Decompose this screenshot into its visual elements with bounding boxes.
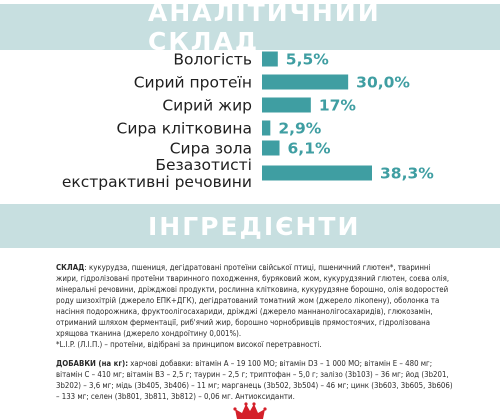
value-label-5: 38,3% [380,165,434,183]
category-label-5-line-0: Безазотисті [155,156,252,174]
composition-text: : кукурудза, пшениця, дегідратовані прот… [56,263,450,338]
analysis-bar-chart: 5,5% Вологість 30,0% Сирий протеїн 17% Сирий … [62,51,434,192]
bar-3 [262,120,271,136]
analysis-heading-banner: АНАЛІТИЧНИЙ СКЛАД [0,0,500,56]
ingredients-text-block: СКЛАД: кукурудза, пшениця, дегідратовані… [56,262,454,402]
value-label-2: 17% [319,97,357,115]
bar-2 [262,97,311,113]
category-label-2: Сирий жир [162,97,252,115]
analysis-heading: АНАЛІТИЧНИЙ СКЛАД [148,0,381,56]
category-label-3: Сира клітковина [117,120,252,138]
bar-1 [262,74,349,90]
ingredients-heading: ІНГРЕДІЄНТИ [148,211,361,241]
ingredients-heading-banner: ІНГРЕДІЄНТИ [0,204,500,248]
value-label-1: 30,0% [356,74,410,92]
category-label-1: Сирий протеїн [134,74,252,92]
additives-text: харчові добавки: вітамін А – 19 100 МО; … [56,359,453,401]
additives-label: ДОБАВКИ (на кг): [56,359,129,368]
crown-icon [235,404,265,419]
category-label-0: Вологість [173,51,252,69]
value-label-3: 2,9% [278,120,321,138]
composition-paragraph: СКЛАД: кукурудза, пшениця, дегідратовані… [56,262,454,339]
lip-footnote: *L.I.P. (Л.І.П.) – протеїни, відібрані з… [56,340,322,349]
composition-label: СКЛАД [56,263,85,272]
value-label-4: 6,1% [288,140,331,158]
royal-canin-crown-logo [233,402,267,419]
bar-0 [262,51,278,67]
category-label-5-line-1: екстрактивні речовини [62,173,252,191]
bar-5 [262,165,372,181]
category-label-4: Сира зола [170,140,252,158]
bar-4 [262,140,280,156]
value-label-0: 5,5% [286,51,329,69]
additives-paragraph: ДОБАВКИ (на кг): харчові добавки: вітамі… [56,358,454,402]
